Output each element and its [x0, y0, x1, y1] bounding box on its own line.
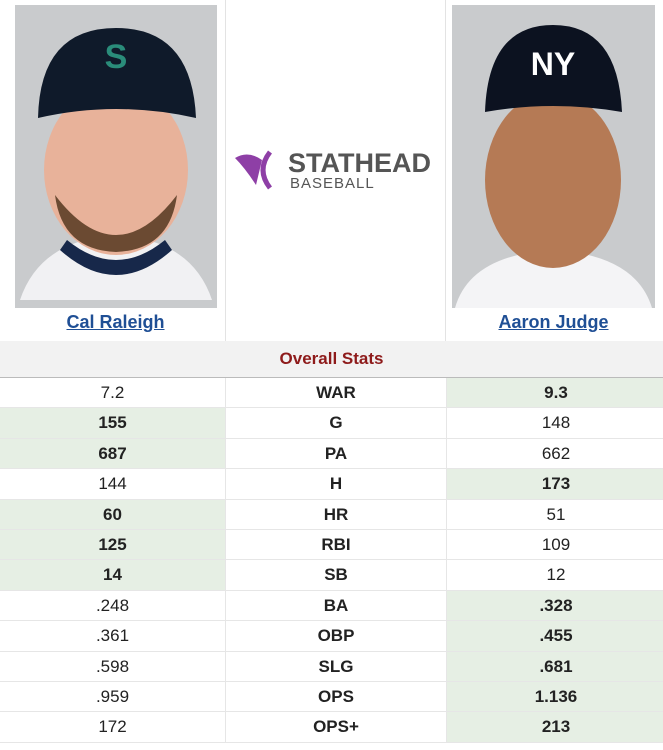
player-name[interactable]: Cal Raleigh — [66, 312, 165, 332]
stat-name: H — [225, 469, 447, 499]
stat-name: G — [225, 408, 447, 438]
header-area: S NY STATHEAD BASEBALL Cal Raleigh Aaron… — [0, 0, 663, 342]
divider — [445, 0, 446, 341]
cap-logo: S — [105, 38, 128, 76]
stat-value: 7.2 — [100, 383, 125, 402]
stat-value: 172 — [98, 717, 127, 737]
stat-name: BA — [225, 590, 447, 621]
stat-value: 155 — [0, 408, 225, 438]
stat-row: .248 BA .328 — [0, 590, 663, 622]
cap — [485, 25, 622, 112]
stat-value: .455 — [447, 621, 663, 651]
stat-value: .248 — [95, 595, 130, 615]
cap — [38, 28, 196, 118]
table-title: Overall Stats — [0, 341, 663, 378]
stat-value: 60 — [0, 499, 225, 529]
stat-name: WAR — [225, 378, 447, 408]
stat-row: .598 SLG .681 — [0, 651, 663, 682]
stat-name: HR — [225, 499, 447, 529]
stat-value: .598 — [95, 656, 130, 676]
cap-logo: NY — [531, 46, 575, 82]
logo-subtitle: BASEBALL — [290, 175, 375, 192]
logo-icon — [260, 150, 273, 190]
stat-name: OBP — [225, 621, 447, 651]
stats-table: 7.2 WAR 9.3 155 G 148 687 PA 662 144 H 173 60 HR 51 125… — [0, 378, 663, 743]
stat-value: 12 — [546, 565, 566, 585]
player-name[interactable]: Aaron Judge — [498, 312, 609, 332]
stat-value: .328 — [447, 590, 663, 621]
collar — [60, 240, 172, 275]
beard — [55, 195, 177, 252]
jersey — [455, 250, 652, 308]
stat-value: 662 — [541, 443, 571, 463]
stat-value: 9.3 — [447, 378, 663, 408]
stat-row: 7.2 WAR 9.3 — [0, 378, 663, 409]
stat-value: 213 — [447, 712, 663, 742]
stat-value: 148 — [541, 413, 571, 433]
stat-row: 172 OPS+ 213 — [0, 712, 663, 743]
stat-value: .681 — [447, 651, 663, 681]
stat-value: .959 — [95, 686, 130, 706]
stat-value: 1.136 — [447, 681, 663, 712]
logo-icon — [235, 154, 262, 185]
stat-value: 173 — [447, 469, 663, 499]
stat-value: 14 — [0, 560, 225, 590]
stat-value: 51 — [546, 504, 566, 524]
stat-row: 144 H 173 — [0, 469, 663, 500]
stat-value: .361 — [95, 626, 130, 646]
logo-title: STATHEAD — [288, 148, 431, 178]
stat-row: .361 OBP .455 — [0, 621, 663, 652]
stat-name: RBI — [225, 529, 447, 560]
stat-name: PA — [225, 438, 447, 469]
stat-value: 125 — [0, 529, 225, 560]
stat-row: 155 G 148 — [0, 408, 663, 439]
stat-row: 125 RBI 109 — [0, 529, 663, 561]
stat-name: OPS — [225, 681, 447, 712]
stat-row: 687 PA 662 — [0, 438, 663, 470]
stat-name: SLG — [225, 651, 447, 681]
photos: S NY STATHEAD BASEBALL — [15, 5, 655, 308]
stat-name: OPS+ — [225, 712, 447, 742]
divider — [225, 0, 226, 341]
stat-value: 109 — [541, 534, 571, 554]
stat-value: 144 — [98, 474, 127, 494]
stat-name: SB — [225, 560, 447, 590]
stat-row: .959 OPS 1.136 — [0, 681, 663, 713]
face — [485, 92, 621, 268]
face — [44, 85, 188, 255]
stat-row: 14 SB 12 — [0, 560, 663, 591]
stat-row: 60 HR 51 — [0, 499, 663, 530]
stat-value: 687 — [0, 438, 225, 469]
